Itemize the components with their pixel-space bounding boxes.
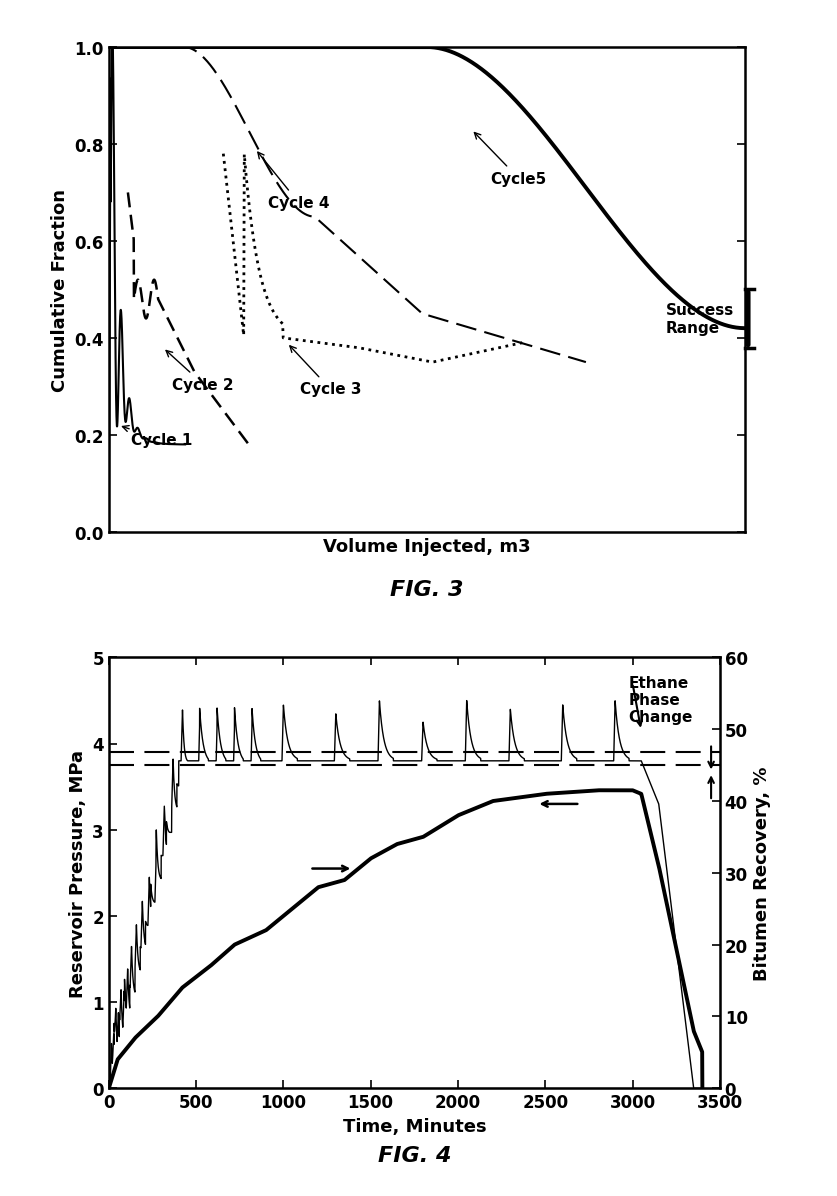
X-axis label: Time, Minutes: Time, Minutes xyxy=(342,1117,486,1135)
Text: FIG. 3: FIG. 3 xyxy=(390,579,464,599)
Text: Cycle 4: Cycle 4 xyxy=(258,153,329,210)
Text: Cycle5: Cycle5 xyxy=(475,133,547,187)
Y-axis label: Reservoir Pressure, MPa: Reservoir Pressure, MPa xyxy=(69,749,87,997)
X-axis label: Volume Injected, m3: Volume Injected, m3 xyxy=(323,538,531,556)
Text: Cycle 2: Cycle 2 xyxy=(166,352,234,392)
Text: Cycle 1: Cycle 1 xyxy=(122,426,193,448)
Y-axis label: Bitumen Recovery, %: Bitumen Recovery, % xyxy=(753,765,772,981)
Text: FIG. 4: FIG. 4 xyxy=(377,1146,451,1166)
Text: Cycle 3: Cycle 3 xyxy=(290,347,361,397)
Text: Success
Range: Success Range xyxy=(665,303,734,335)
Text: Ethane
Phase
Change: Ethane Phase Change xyxy=(628,675,692,725)
Y-axis label: Cumulative Fraction: Cumulative Fraction xyxy=(51,189,69,391)
